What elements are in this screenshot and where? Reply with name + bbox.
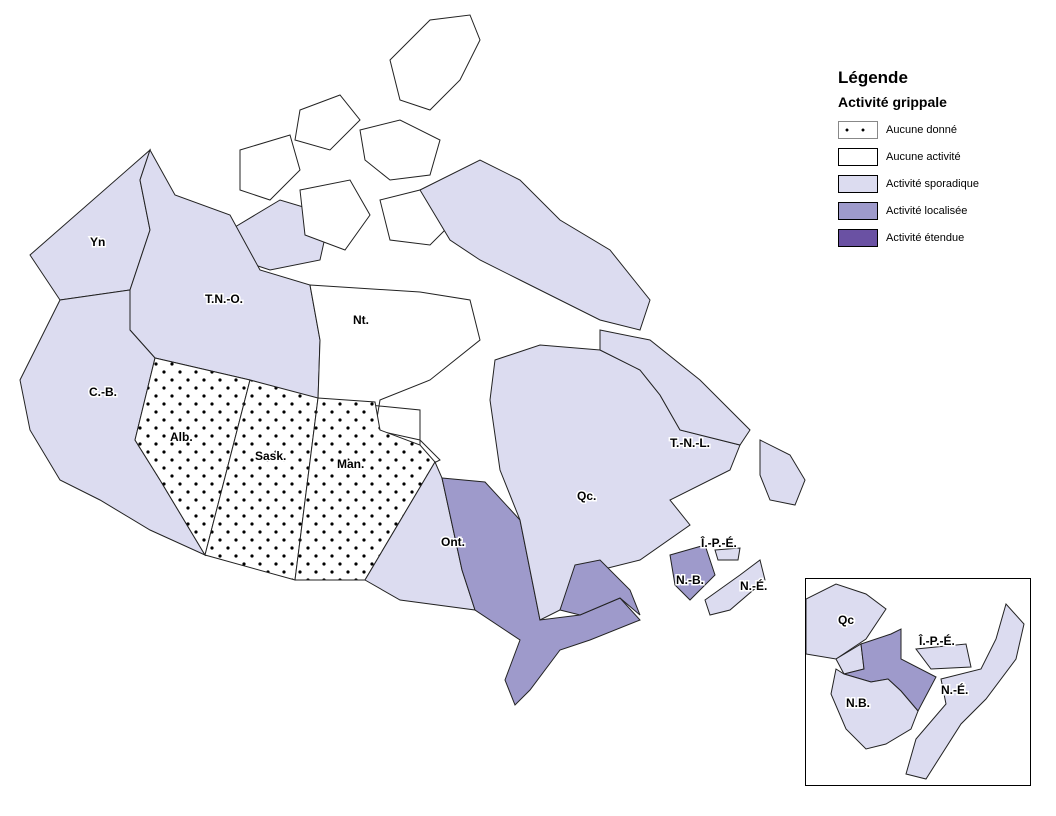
label-nt: Nt.	[353, 313, 369, 327]
inset-map: Qc Î.-P.-É. N.B. N.-É.	[805, 583, 1025, 780]
region-qc-localized[interactable]	[559, 559, 641, 616]
legend-subtitle: Activité grippale	[838, 94, 947, 110]
inset-label-qc: Qc	[838, 613, 854, 627]
legend-swatch-dots	[838, 120, 878, 139]
inset-label-ipe: Î.-P.-É.	[918, 633, 955, 648]
inset-qc[interactable]	[805, 583, 887, 660]
legend-item-none: Aucune activité	[838, 143, 979, 170]
label-yn: Yn	[90, 235, 105, 249]
legend-swatch	[838, 228, 878, 247]
label-tnl: T.-N.-L.	[670, 436, 710, 450]
label-sask: Sask.	[255, 449, 286, 463]
label-ne: N.-É.	[740, 578, 767, 593]
legend-swatch	[838, 201, 878, 220]
inset-ne[interactable]	[905, 602, 1025, 780]
region-ipe[interactable]	[714, 547, 741, 561]
inset-label-ne: N.-É.	[941, 682, 968, 697]
inset-nb[interactable]	[830, 668, 919, 750]
arctic-islands	[229, 14, 651, 331]
label-cb: C.-B.	[89, 385, 117, 399]
legend-item-no-data: Aucune donné	[838, 116, 979, 143]
label-tno: T.N.-O.	[205, 292, 243, 306]
label-nb: N.-B.	[676, 573, 704, 587]
legend: Légende Activité grippale Aucune donné A…	[838, 68, 979, 251]
maritimes-inset: Qc Î.-P.-É. N.B. N.-É.	[805, 578, 1031, 786]
inset-ipe[interactable]	[915, 643, 972, 670]
legend-swatch	[838, 147, 878, 166]
region-cb[interactable]	[19, 289, 207, 557]
legend-item-localized: Activité localisée	[838, 197, 979, 224]
label-man: Man.	[337, 457, 364, 471]
inset-label-nb: N.B.	[846, 696, 870, 710]
label-qc: Qc.	[577, 489, 596, 503]
label-ipe: Î.-P.-É.	[700, 535, 737, 550]
region-yn[interactable]	[29, 148, 152, 301]
region-tnl-labrador[interactable]	[599, 329, 751, 446]
legend-item-widespread: Activité étendue	[838, 224, 979, 251]
legend-item-sporadic: Activité sporadique	[838, 170, 979, 197]
legend-swatch	[838, 174, 878, 193]
region-tnl-island[interactable]	[759, 439, 806, 506]
legend-title: Légende	[838, 68, 908, 87]
region-nb[interactable]	[669, 544, 716, 601]
label-alb: Alb.	[170, 430, 193, 444]
region-man[interactable]	[294, 397, 436, 581]
label-ont: Ont.	[441, 535, 465, 549]
region-alb[interactable]	[134, 357, 251, 557]
region-ne[interactable]	[704, 559, 766, 616]
